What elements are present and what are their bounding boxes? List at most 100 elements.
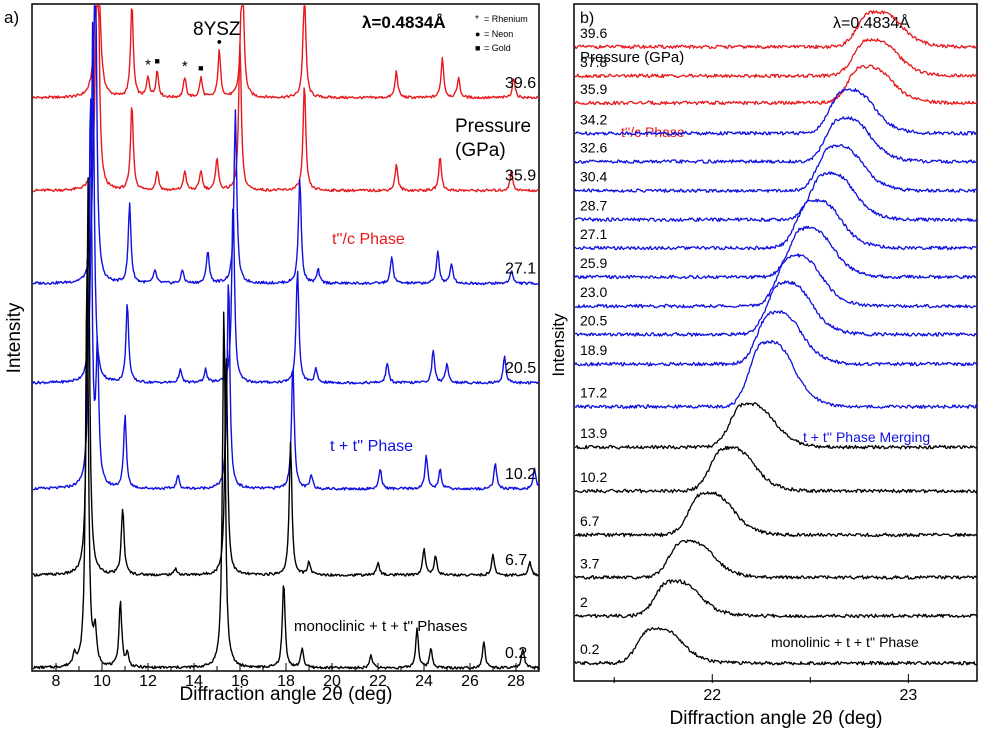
phase-label-tc: t''/c Phase <box>332 231 405 248</box>
profile-pressure-label-30-4: 30.4 <box>580 169 607 185</box>
legend-rhenium-symbol: * <box>475 14 479 25</box>
profile-pressure-label-32-6: 32.6 <box>580 140 607 156</box>
legend-gold-symbol: ■ <box>475 43 480 53</box>
pattern-39-6-gpa <box>32 5 540 100</box>
profile-2-gpa <box>574 579 978 619</box>
panel-a-title: 8YSZ <box>193 19 241 40</box>
pattern-20-5-gpa <box>32 21 540 385</box>
profile-pressure-label-2: 2 <box>580 594 588 610</box>
profile-pressure-label-37-8: 37.8 <box>580 54 607 70</box>
profile-37-8-gpa <box>574 38 978 79</box>
x-tick-label-18: 18 <box>277 673 295 690</box>
b-x-tick-label-22: 22 <box>703 687 721 704</box>
profile-pressure-label-17-2: 17.2 <box>580 385 607 401</box>
pressure-label-20-5: 20.5 <box>505 360 536 377</box>
legend-neon-symbol: ● <box>475 29 480 39</box>
legend-rhenium-label: = Rhenium <box>484 14 528 24</box>
profile-pressure-label-23-0: 23.0 <box>580 284 607 300</box>
profile-pressure-label-6-7: 6.7 <box>580 513 600 529</box>
profile-pressure-label-10-2: 10.2 <box>580 469 607 485</box>
pattern-10-2-gpa <box>32 98 540 491</box>
pressure-label-35-9: 35.9 <box>505 168 536 185</box>
x-tick-label-8: 8 <box>52 673 61 690</box>
profile-3-7-gpa <box>574 539 978 580</box>
panel-b-frame <box>573 3 978 682</box>
profile-pressure-label-18-9: 18.9 <box>580 342 607 358</box>
legend-gold-label: = Gold <box>484 43 511 53</box>
profile-28-7-gpa <box>574 171 978 222</box>
profile-27-1-gpa <box>574 198 978 251</box>
panel-a-pressure-labels: 39.6 35.9 27.1 20.5 10.2 6.7 0.2 <box>505 75 536 662</box>
pattern-0-2-gpa <box>32 258 540 670</box>
profile-6-7-gpa <box>574 491 978 538</box>
panel-b-phase-merging: t + t'' Phase Merging <box>803 429 930 445</box>
panel-b-phase-tc: t''/c Phase <box>621 124 685 140</box>
panel-a-x-ticks: 8 10 12 14 16 18 20 22 24 26 28 <box>52 663 540 690</box>
pressure-header-line2: (GPa) <box>455 140 506 161</box>
panel-b-label: b) <box>580 10 594 27</box>
panel-a-series <box>32 5 540 670</box>
profile-18-9-gpa <box>574 310 978 367</box>
profile-pressure-label-13-9: 13.9 <box>580 425 607 441</box>
panel-a: a) 8YSZ λ=0.4834Å * = Rhenium ● = Neon ■… <box>4 3 540 705</box>
profile-0-2-gpa <box>574 627 978 666</box>
pressure-label-0-2: 0.2 <box>505 645 527 662</box>
panel-b-xlabel: Diffraction angle 2θ (deg) <box>670 708 883 729</box>
profile-pressure-label-20-5: 20.5 <box>580 312 607 328</box>
profile-pressure-label-34-2: 34.2 <box>580 111 607 127</box>
profile-pressure-label-27-1: 27.1 <box>580 226 607 242</box>
peak-marker-0: * <box>145 57 151 74</box>
x-tick-label-26: 26 <box>461 673 479 690</box>
profile-pressure-label-39-6: 39.6 <box>580 25 607 41</box>
x-tick-label-22: 22 <box>369 673 387 690</box>
x-tick-label-20: 20 <box>323 673 341 690</box>
panel-a-peak-markers: * ■ * ■● <box>145 36 222 75</box>
profile-pressure-label-25-9: 25.9 <box>580 255 607 271</box>
profile-23-0-gpa <box>574 253 978 309</box>
pressure-label-10-2: 10.2 <box>505 466 536 483</box>
panel-a-frame <box>31 3 540 672</box>
profile-13-9-gpa <box>574 402 978 450</box>
panel-b: b) λ=0.4834Å Pressure (GPa) t''/c Phase … <box>549 3 978 729</box>
panel-a-label: a) <box>4 8 19 27</box>
peak-marker-4: ● <box>217 36 222 46</box>
profile-10-2-gpa <box>574 445 978 494</box>
peak-marker-1: ■ <box>154 56 159 66</box>
panel-b-pressure-labels: 39.6 37.8 35.9 34.2 32.6 30.4 28.7 27.1 25.9 23.0… <box>580 25 607 657</box>
profile-39-6-gpa <box>574 10 977 50</box>
x-tick-label-14: 14 <box>185 673 203 690</box>
profile-20-5-gpa <box>574 280 978 337</box>
pressure-label-27-1: 27.1 <box>505 261 536 278</box>
profile-pressure-label-28-7: 28.7 <box>580 198 607 214</box>
b-x-tick-label-23: 23 <box>899 687 917 704</box>
profile-25-9-gpa <box>574 225 978 280</box>
peak-marker-2: * <box>182 58 188 75</box>
panel-a-wavelength: λ=0.4834Å <box>362 13 446 32</box>
phase-label-monoclinic: monoclinic + t + t'' Phases <box>294 618 467 635</box>
profile-17-2-gpa <box>574 339 978 409</box>
phase-label-t-tpp: t + t'' Phase <box>330 438 413 455</box>
panel-b-phase-monolinic: monolinic + t + t'' Phase <box>771 634 919 650</box>
profile-pressure-label-0-2: 0.2 <box>580 641 600 657</box>
profile-30-4-gpa <box>574 143 978 193</box>
peak-marker-3: ■ <box>198 63 203 73</box>
panel-b-x-ticks: 22 23 <box>613 674 917 704</box>
pattern-27-1-gpa <box>32 5 540 286</box>
x-tick-label-28: 28 <box>507 673 525 690</box>
pattern-35-9-gpa <box>32 5 540 193</box>
x-tick-label-12: 12 <box>139 673 157 690</box>
x-tick-label-24: 24 <box>415 673 433 690</box>
panel-b-series <box>574 10 978 666</box>
x-tick-label-10: 10 <box>93 673 111 690</box>
profile-34-2-gpa <box>574 88 977 136</box>
pressure-label-39-6: 39.6 <box>505 75 536 92</box>
x-tick-label-16: 16 <box>231 673 249 690</box>
panel-b-pressure-header: Pressure (GPa) <box>580 49 684 66</box>
legend-neon-label: = Neon <box>484 29 513 39</box>
panel-b-ylabel: Intensity <box>549 313 568 377</box>
pressure-label-6-7: 6.7 <box>505 552 527 569</box>
profile-35-9-gpa <box>574 64 978 106</box>
profile-pressure-label-3-7: 3.7 <box>580 555 600 571</box>
profile-32-6-gpa <box>574 116 978 164</box>
